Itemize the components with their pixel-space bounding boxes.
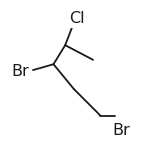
Text: Cl: Cl [69, 11, 85, 26]
Text: Br: Br [112, 123, 130, 138]
Text: Br: Br [11, 64, 29, 79]
